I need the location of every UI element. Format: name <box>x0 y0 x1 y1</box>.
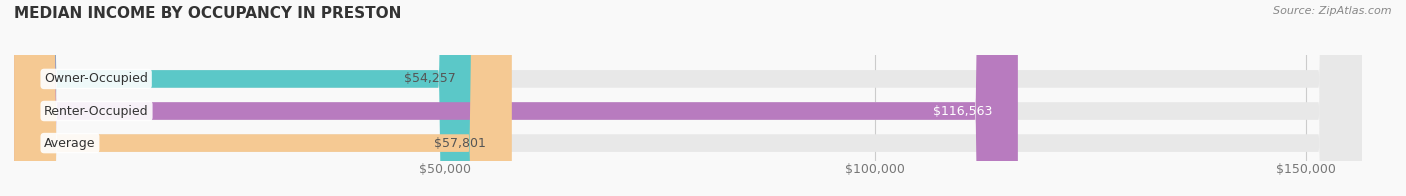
FancyBboxPatch shape <box>14 0 512 196</box>
FancyBboxPatch shape <box>14 0 1361 196</box>
Text: Renter-Occupied: Renter-Occupied <box>44 104 149 118</box>
Text: $54,257: $54,257 <box>404 73 456 85</box>
Text: MEDIAN INCOME BY OCCUPANCY IN PRESTON: MEDIAN INCOME BY OCCUPANCY IN PRESTON <box>14 6 402 21</box>
Text: Average: Average <box>44 137 96 150</box>
FancyBboxPatch shape <box>14 0 481 196</box>
Text: Source: ZipAtlas.com: Source: ZipAtlas.com <box>1274 6 1392 16</box>
FancyBboxPatch shape <box>14 0 1361 196</box>
Text: $116,563: $116,563 <box>932 104 993 118</box>
Text: Owner-Occupied: Owner-Occupied <box>44 73 148 85</box>
FancyBboxPatch shape <box>14 0 1018 196</box>
Text: $57,801: $57,801 <box>434 137 486 150</box>
FancyBboxPatch shape <box>14 0 1361 196</box>
